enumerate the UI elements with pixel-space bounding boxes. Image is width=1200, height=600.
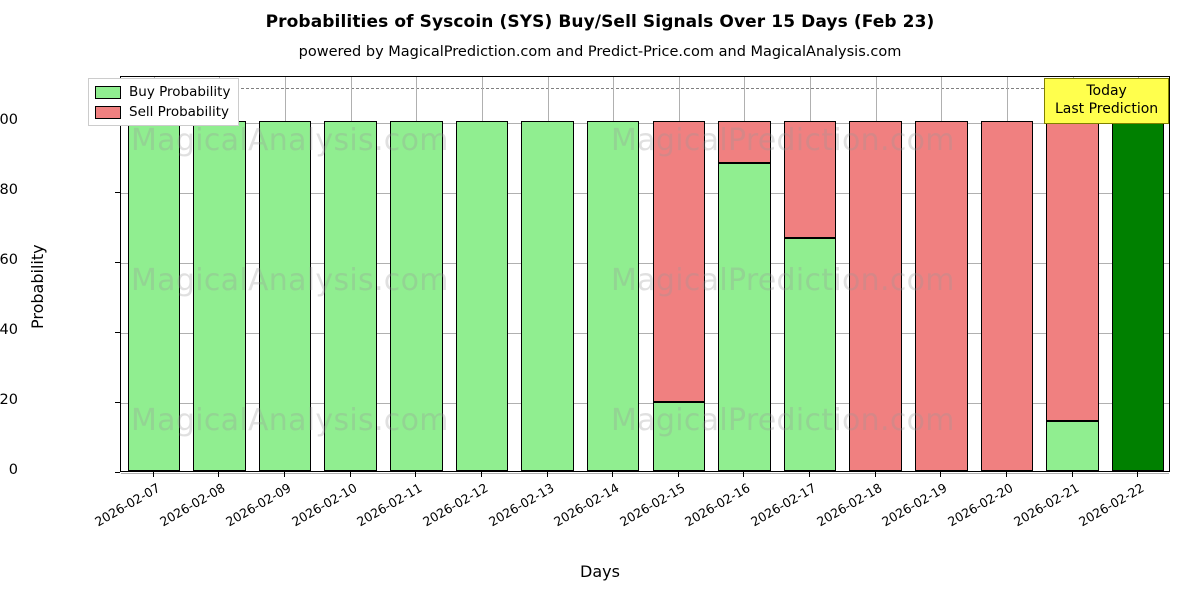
bar-2026-02-08[interactable]	[193, 75, 246, 471]
gridline-horizontal	[121, 122, 1169, 124]
today-annotation: Today Last Prediction	[1044, 78, 1170, 124]
plot-area: MagicalAnalysis.com MagicalPrediction.com…	[120, 75, 1170, 474]
bar-2026-02-13[interactable]	[521, 75, 574, 471]
bar-2026-02-21[interactable]	[1046, 75, 1099, 471]
y-axis-label: Probability	[28, 244, 47, 329]
bar-2026-02-18[interactable]	[849, 75, 902, 471]
x-axis-tick-mark	[349, 472, 351, 477]
bar-2026-02-14[interactable]	[586, 75, 640, 471]
legend-label-sell: Sell Probability	[129, 104, 230, 120]
today-annotation-line1: Today	[1086, 83, 1127, 99]
x-axis-tick-mark	[874, 472, 876, 477]
y-axis-tick-label: 80	[0, 181, 18, 198]
bar-segment-buy[interactable]	[455, 120, 509, 471]
bar-2026-02-19[interactable]	[915, 75, 968, 471]
bar-segment-buy[interactable]	[258, 120, 312, 471]
x-axis-tick-mark	[480, 472, 482, 477]
y-axis-tick-label: 100	[0, 111, 18, 128]
x-axis-tick-mark	[218, 472, 220, 477]
y-axis-tick-label: 0	[8, 462, 18, 478]
bar-segment-buy[interactable]	[324, 120, 377, 471]
bar-2026-02-17[interactable]	[783, 75, 837, 471]
chart-title: Probabilities of Syscoin (SYS) Buy/Sell …	[265, 12, 935, 32]
legend-swatch-sell	[95, 105, 121, 119]
y-axis-tick-label: 40	[0, 321, 18, 338]
x-axis-tick-mark	[1071, 472, 1073, 477]
x-axis-tick-mark	[1005, 472, 1007, 477]
bar-segment-sell[interactable]	[1046, 120, 1099, 421]
x-axis-tick-mark	[546, 472, 548, 477]
gridline-horizontal	[121, 262, 1169, 264]
bar-segment-buy[interactable]	[390, 120, 443, 471]
legend-swatch-buy	[95, 85, 121, 99]
gridline-horizontal	[121, 192, 1169, 194]
bar-segment-buy[interactable]	[127, 120, 181, 471]
bar-segment-buy[interactable]	[652, 401, 706, 471]
bar-2026-02-15[interactable]	[652, 75, 706, 471]
bar-2026-02-12[interactable]	[455, 75, 509, 471]
threshold-dashed-line	[121, 87, 1169, 89]
gridline-horizontal	[121, 473, 1169, 474]
chart-subtitle: powered by MagicalPrediction.com and Pre…	[298, 44, 902, 60]
y-axis-tick-mark	[115, 401, 120, 403]
bar-segment-buy[interactable]	[193, 120, 246, 471]
x-axis-tick-mark	[743, 472, 745, 477]
bar-segment-buy[interactable]	[783, 237, 837, 471]
bar-segment-sell[interactable]	[652, 120, 706, 402]
bar-segment-sell[interactable]	[980, 120, 1034, 471]
bar-segment-buy[interactable]	[586, 120, 640, 471]
bar-2026-02-16[interactable]	[718, 75, 771, 471]
bar-2026-02-22[interactable]	[1111, 75, 1165, 471]
y-axis-tick-label: 60	[0, 251, 18, 268]
legend-label-buy: Buy Probability	[129, 84, 231, 100]
bar-segment-buy[interactable]	[718, 162, 771, 471]
gridline-horizontal	[121, 332, 1169, 334]
today-annotation-line2: Last Prediction	[1055, 100, 1159, 117]
x-axis-tick-mark	[152, 472, 154, 477]
bar-2026-02-10[interactable]	[324, 75, 377, 471]
x-axis-tick-mark	[809, 472, 811, 477]
legend-item-sell: Sell Probability	[95, 104, 230, 120]
x-axis-tick-mark	[415, 472, 417, 477]
y-axis-tick-mark	[115, 261, 120, 263]
bar-segment-today[interactable]	[1111, 120, 1165, 471]
x-axis-label: Days	[580, 562, 620, 581]
y-axis-tick-mark	[115, 191, 120, 193]
x-axis-tick-mark	[284, 472, 286, 477]
bar-segment-sell[interactable]	[718, 120, 771, 163]
bar-segment-buy[interactable]	[521, 120, 574, 471]
bar-2026-02-20[interactable]	[980, 75, 1034, 471]
legend-item-buy: Buy Probability	[95, 84, 230, 100]
y-axis-tick-mark	[115, 331, 120, 333]
gridline-horizontal	[121, 402, 1169, 404]
y-axis-tick-label: 20	[0, 391, 18, 408]
bar-2026-02-11[interactable]	[390, 75, 443, 471]
y-axis-tick-mark	[115, 472, 120, 473]
x-axis-tick-mark	[940, 472, 942, 477]
x-axis-tick-mark	[612, 472, 614, 477]
bar-segment-buy[interactable]	[1046, 420, 1099, 471]
bar-2026-02-09[interactable]	[258, 75, 312, 471]
bar-segment-sell[interactable]	[849, 120, 902, 471]
chart-legend: Buy Probability Sell Probability	[88, 78, 240, 126]
bar-segment-sell[interactable]	[783, 120, 837, 238]
bar-2026-02-07[interactable]	[127, 75, 181, 471]
bar-segment-sell[interactable]	[915, 120, 968, 471]
x-axis-tick-mark	[677, 472, 679, 477]
x-axis-tick-mark	[1137, 472, 1139, 477]
